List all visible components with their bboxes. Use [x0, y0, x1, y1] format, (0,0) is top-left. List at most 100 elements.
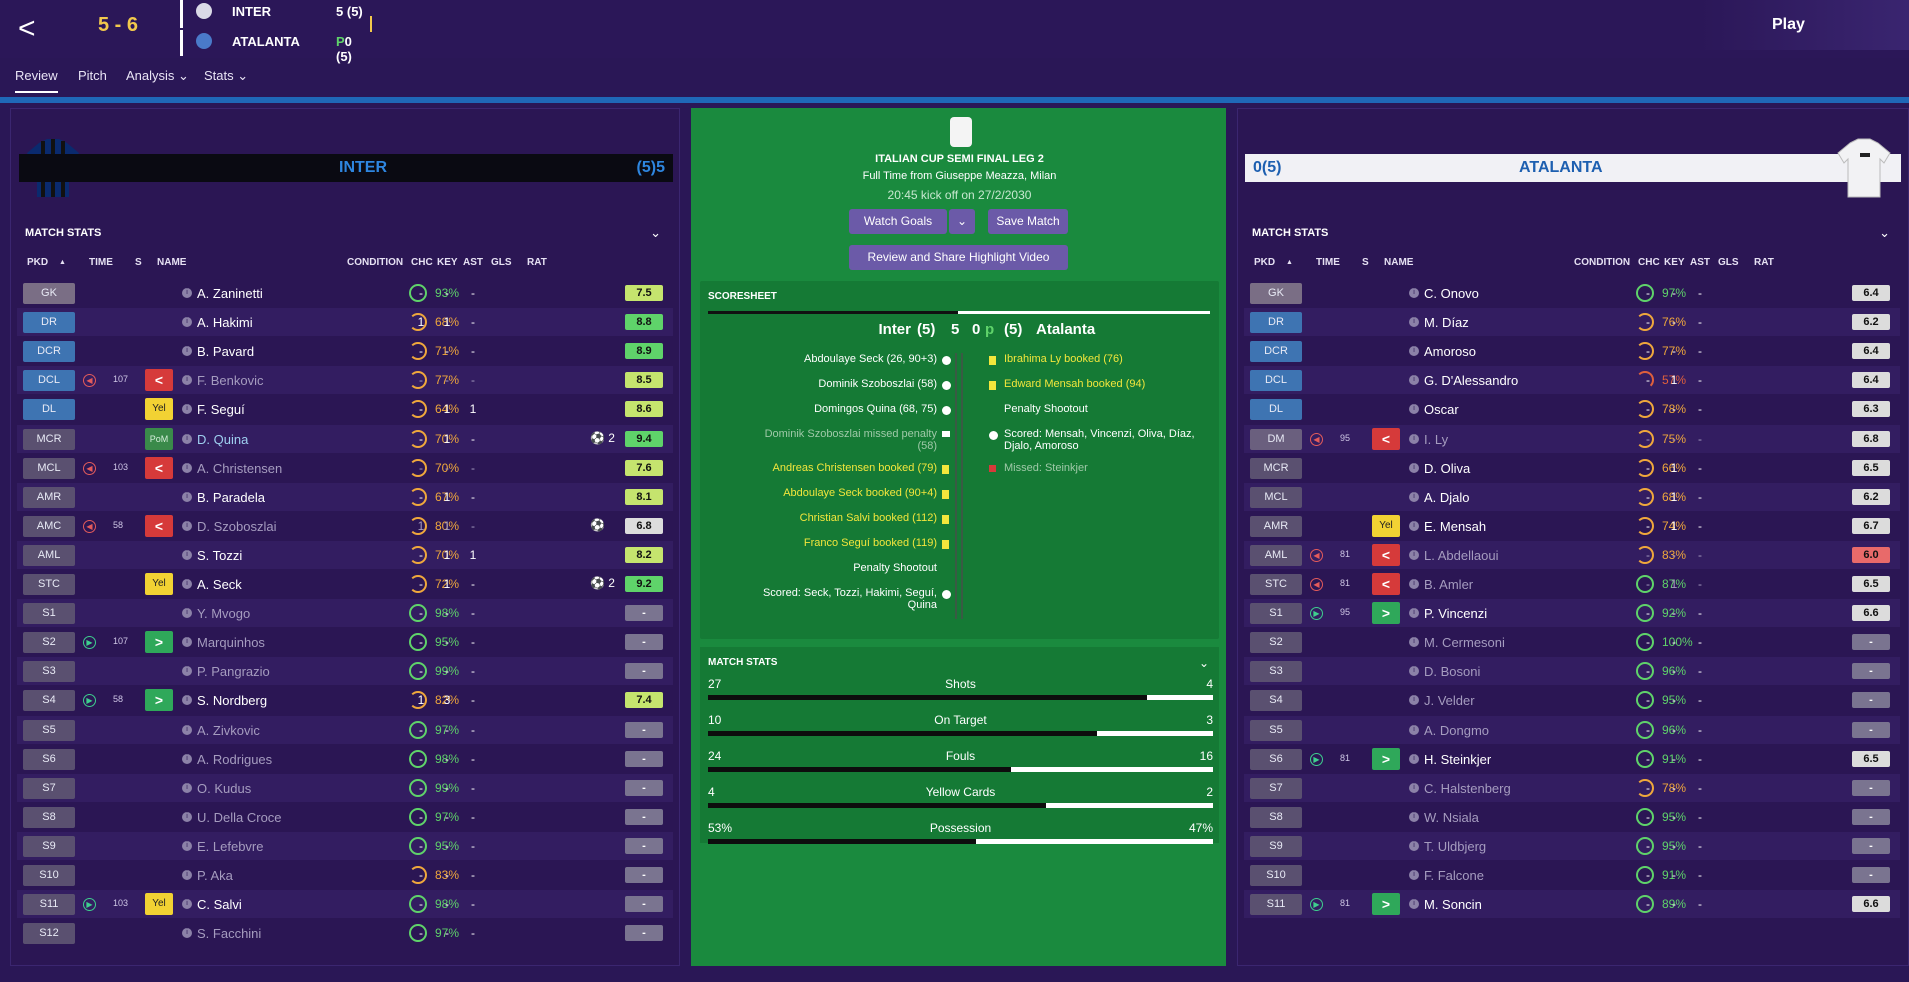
- player-row[interactable]: S1 ▶ 95 > i P. Vincenzi 92% - - - 6.6: [1244, 599, 1900, 628]
- player-row[interactable]: AMR Yel i E. Mensah 74% - 1 - 6.7: [1244, 512, 1900, 540]
- player-row[interactable]: S9 i E. Lefebvre 95% - - - -: [17, 831, 673, 860]
- info-icon[interactable]: i: [182, 753, 192, 764]
- player-row[interactable]: AMC ◀ 58 < i D. Szoboszlai 80% 1 1- ⚽ 6.8: [17, 512, 673, 540]
- player-row[interactable]: DM ◀ 95 < i I. Ly 75% - - - 6.8: [1244, 424, 1900, 453]
- player-row[interactable]: AML i S. Tozzi 70% - 1 1 8.2: [17, 540, 673, 569]
- info-icon[interactable]: i: [182, 637, 192, 648]
- player-name[interactable]: Marquinhos: [197, 635, 265, 651]
- player-name[interactable]: A. Seck: [197, 577, 242, 592]
- player-row[interactable]: MCR i D. Oliva 66% - 1 - 6.5: [1244, 454, 1900, 482]
- info-icon[interactable]: i: [1409, 899, 1419, 910]
- player-name[interactable]: S. Facchini: [197, 926, 262, 942]
- info-icon[interactable]: i: [1409, 782, 1419, 793]
- player-name[interactable]: D. Quina: [197, 431, 249, 447]
- info-icon[interactable]: i: [182, 346, 192, 357]
- player-row[interactable]: S11 ▶ 103 Yel i C. Salvi 98% - - - -: [17, 890, 673, 919]
- tab-analysis[interactable]: Analysis ⌄: [126, 68, 189, 83]
- player-row[interactable]: STC Yel i A. Seck 72% - 1 - ⚽ 2 9.2: [17, 570, 673, 598]
- player-name[interactable]: A. Zivkovic: [197, 722, 260, 738]
- player-name[interactable]: A. Christensen: [197, 460, 283, 476]
- player-name[interactable]: F. Falcone: [1424, 868, 1484, 883]
- player-name[interactable]: B. Pavard: [197, 344, 255, 360]
- player-name[interactable]: S. Nordberg: [197, 693, 268, 709]
- info-icon[interactable]: i: [182, 928, 192, 939]
- player-name[interactable]: O. Kudus: [197, 780, 252, 796]
- tab-review[interactable]: Review: [15, 68, 58, 93]
- info-icon[interactable]: i: [182, 433, 192, 444]
- player-row[interactable]: AMR i B. Paradela 67% - 1 - 8.1: [17, 482, 673, 511]
- player-name[interactable]: A. Djalo: [1424, 489, 1470, 505]
- info-icon[interactable]: i: [182, 579, 192, 589]
- col-name[interactable]: NAME: [157, 257, 187, 268]
- info-icon[interactable]: i: [182, 782, 192, 793]
- player-row[interactable]: DL i Oscar 78% - - - 6.3: [1244, 395, 1900, 423]
- player-row[interactable]: DCL i G. D'Alessandro 57% - 1 - 6.4: [1244, 366, 1900, 395]
- player-row[interactable]: S11 ▶ 81 > i M. Soncin 89% - - - 6.6: [1244, 890, 1900, 919]
- player-name[interactable]: D. Oliva: [1424, 460, 1471, 476]
- player-name[interactable]: C. Salvi: [197, 897, 242, 913]
- player-name[interactable]: A. Rodrigues: [197, 751, 273, 767]
- player-name[interactable]: Oscar: [1424, 402, 1459, 418]
- player-row[interactable]: S12 i S. Facchini 97% - - - -: [17, 919, 673, 947]
- player-name[interactable]: U. Della Croce: [197, 809, 282, 825]
- player-row[interactable]: S8 i U. Della Croce 97% - - - -: [17, 803, 673, 831]
- player-name[interactable]: F. Benkovic: [197, 373, 264, 389]
- back-icon[interactable]: <: [18, 12, 36, 45]
- info-icon[interactable]: i: [182, 317, 192, 328]
- player-name[interactable]: I. Ly: [1424, 431, 1449, 447]
- sort-arrow-icon[interactable]: ▲: [1286, 259, 1293, 266]
- chevron-down-icon[interactable]: ⌄: [1198, 656, 1209, 670]
- info-icon[interactable]: i: [1409, 637, 1419, 648]
- info-icon[interactable]: i: [1409, 724, 1419, 735]
- player-row[interactable]: DCL ◀ 107 < i F. Benkovic 77% - - - 8.5: [17, 366, 673, 395]
- chevron-down-icon[interactable]: ⌄: [650, 225, 661, 240]
- player-name[interactable]: Amoroso: [1424, 344, 1477, 360]
- info-icon[interactable]: i: [182, 724, 192, 735]
- player-row[interactable]: DL Yel i F. Seguí 64% - 1 1 8.6: [17, 395, 673, 423]
- player-row[interactable]: DR i A. Hakimi 68% 1 1-8.8: [17, 308, 673, 337]
- col-pkd[interactable]: PKD: [27, 257, 49, 268]
- player-row[interactable]: S8 i W. Nsiala 95% - - - -: [1244, 803, 1900, 831]
- player-name[interactable]: C. Halstenberg: [1424, 780, 1511, 796]
- player-name[interactable]: E. Mensah: [1424, 518, 1487, 534]
- info-icon[interactable]: i: [182, 695, 192, 706]
- player-row[interactable]: S7 i C. Halstenberg 78% - - - -: [1244, 773, 1900, 802]
- info-icon[interactable]: i: [182, 840, 192, 851]
- player-name[interactable]: P. Aka: [197, 868, 233, 883]
- info-icon[interactable]: i: [1409, 288, 1419, 298]
- player-row[interactable]: S3 i D. Bosoni 96% - - - -: [1244, 657, 1900, 686]
- info-icon[interactable]: i: [1409, 753, 1419, 764]
- player-row[interactable]: MCL ◀ 103 < i A. Christensen 70% - - - 7.6: [17, 454, 673, 482]
- info-icon[interactable]: i: [1409, 491, 1419, 502]
- player-row[interactable]: S10 i F. Falcone 91% - - - -: [1244, 861, 1900, 889]
- info-icon[interactable]: i: [1409, 840, 1419, 851]
- col-name[interactable]: NAME: [1384, 257, 1414, 268]
- info-icon[interactable]: i: [182, 288, 192, 298]
- player-row[interactable]: DR i M. Díaz 76% - - - 6.2: [1244, 308, 1900, 337]
- player-name[interactable]: W. Nsiala: [1424, 809, 1479, 825]
- chevron-down-icon[interactable]: ⌄: [1879, 225, 1890, 240]
- player-row[interactable]: S6 ▶ 81 > i H. Steinkjer 91% - - - 6.5: [1244, 745, 1900, 773]
- info-icon[interactable]: i: [182, 375, 192, 386]
- player-name[interactable]: H. Steinkjer: [1424, 751, 1492, 767]
- info-icon[interactable]: i: [1409, 346, 1419, 357]
- info-icon[interactable]: i: [182, 520, 192, 531]
- player-row[interactable]: S9 i T. Uldbjerg 95% - - - -: [1244, 831, 1900, 860]
- player-name[interactable]: P. Vincenzi: [1424, 606, 1488, 622]
- player-row[interactable]: S4 ▶ 58 > i S. Nordberg 82% 1 3 - 7.4: [17, 686, 673, 714]
- player-row[interactable]: S4 i J. Velder 95% - - - -: [1244, 686, 1900, 714]
- player-name[interactable]: J. Velder: [1424, 693, 1475, 709]
- player-name[interactable]: B. Paradela: [197, 489, 265, 505]
- watch-goals-button[interactable]: Watch Goals: [849, 209, 947, 234]
- info-icon[interactable]: i: [182, 870, 192, 880]
- player-row[interactable]: S7 i O. Kudus 99% - - - -: [17, 773, 673, 802]
- player-row[interactable]: MCR PoM i D. Quina 70% - 1 - ⚽ 2 9.4: [17, 424, 673, 453]
- player-row[interactable]: GK i A. Zaninetti 93% - - - 7.5: [17, 279, 673, 307]
- player-name[interactable]: B. Amler: [1424, 577, 1474, 592]
- info-icon[interactable]: i: [1409, 375, 1419, 386]
- info-icon[interactable]: i: [1409, 549, 1419, 560]
- play-button[interactable]: Play: [1700, 0, 1909, 50]
- player-name[interactable]: L. Abdellaoui: [1424, 547, 1499, 563]
- info-icon[interactable]: i: [182, 404, 192, 415]
- player-name[interactable]: M. Díaz: [1424, 315, 1469, 331]
